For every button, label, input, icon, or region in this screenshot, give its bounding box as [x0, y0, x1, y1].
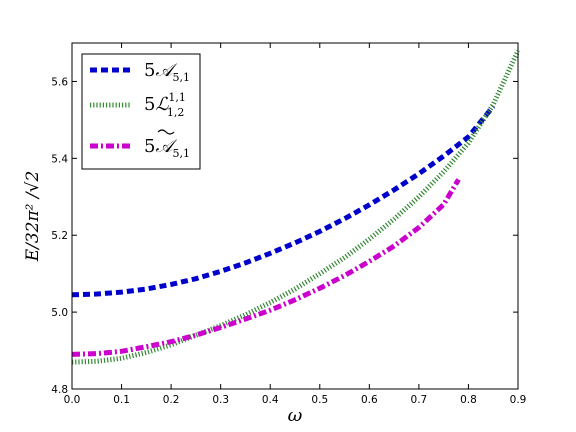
x-tick-label: 0.1 — [113, 394, 130, 406]
series-line-1 — [71, 104, 496, 298]
series-line-3 — [71, 178, 461, 357]
x-tick-label: 0.5 — [311, 394, 328, 406]
y-tick-label: 4.8 — [51, 384, 68, 396]
x-tick-label: 0.3 — [212, 394, 229, 406]
x-tick-label: 0.2 — [163, 394, 180, 406]
y-axis-label: E/32π² /√2 — [23, 171, 43, 263]
plot-frame — [71, 42, 519, 390]
x-tick-label: 0.6 — [361, 394, 378, 406]
series-layer — [71, 49, 521, 365]
x-tick-label: 0.8 — [460, 394, 477, 406]
ticks-layer: 0.0 0.1 0.2 0.3 0.4 0.5 0.6 0.7 0.8 0.9 4.8 5.0 5.2 5… — [51, 43, 526, 406]
x-axis-label: ω — [288, 405, 303, 426]
y-tick-label: 5.0 — [51, 307, 68, 319]
x-tick-label: 0.0 — [64, 394, 81, 406]
y-tick-label: 5.4 — [51, 153, 68, 165]
legend-box — [81, 53, 201, 170]
legend: 5𝒜5,1 5ℒ1,1 1,2 5𝒜5,1 — [81, 53, 201, 170]
y-tick-label: 5.2 — [51, 230, 68, 242]
legend-label-series-3: 5𝒜5,1 — [144, 136, 190, 160]
series-line-2 — [71, 49, 521, 365]
y-tick-label: 5.6 — [51, 76, 68, 88]
legend-tilde-mark — [157, 129, 175, 135]
legend-label-series-2: 5ℒ1,1 1,2 — [144, 91, 186, 119]
x-tick-label: 0.4 — [262, 394, 279, 406]
x-tick-label: 0.9 — [510, 394, 527, 406]
x-tick-label: 0.7 — [411, 394, 428, 406]
